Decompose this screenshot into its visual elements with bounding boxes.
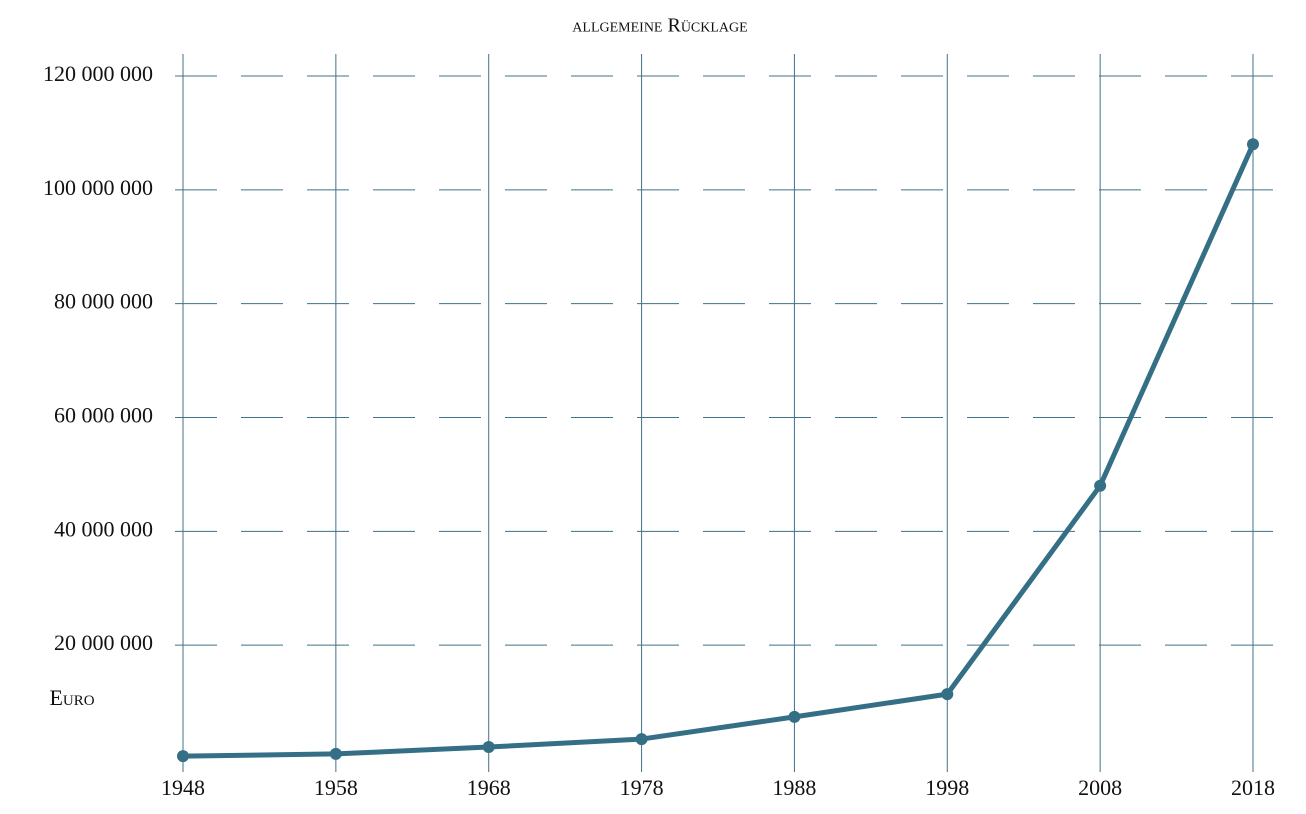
x-tick-label: 2018 (1231, 775, 1275, 800)
point (482, 741, 495, 754)
point (635, 733, 648, 746)
x-tick-label: 1978 (620, 775, 664, 800)
x-tick-label: 1998 (925, 775, 969, 800)
y-tick-label: 120 000 000 (43, 61, 153, 86)
y-tick-label: 80 000 000 (54, 289, 153, 314)
x-tick-label: 1988 (772, 775, 816, 800)
line (182, 143, 1256, 759)
point (788, 710, 801, 723)
y-tick-label: 40 000 000 (54, 516, 153, 541)
y-axis-label: Euro (49, 685, 94, 710)
point (1247, 138, 1259, 151)
y-tick-label: 20 000 000 (54, 630, 153, 655)
point (177, 750, 189, 763)
point (941, 688, 954, 701)
x-tick-label: 1958 (314, 775, 358, 800)
x-tick-label: 1948 (161, 775, 205, 800)
y-tick-label: 60 000 000 (54, 403, 153, 428)
point (329, 747, 342, 760)
x-tick-label: 1968 (467, 775, 511, 800)
chart-title: allgemeine Rücklage (572, 15, 747, 37)
x-tick-label: 2008 (1078, 775, 1122, 800)
point (1094, 479, 1107, 492)
y-tick-label: 100 000 000 (43, 175, 153, 200)
